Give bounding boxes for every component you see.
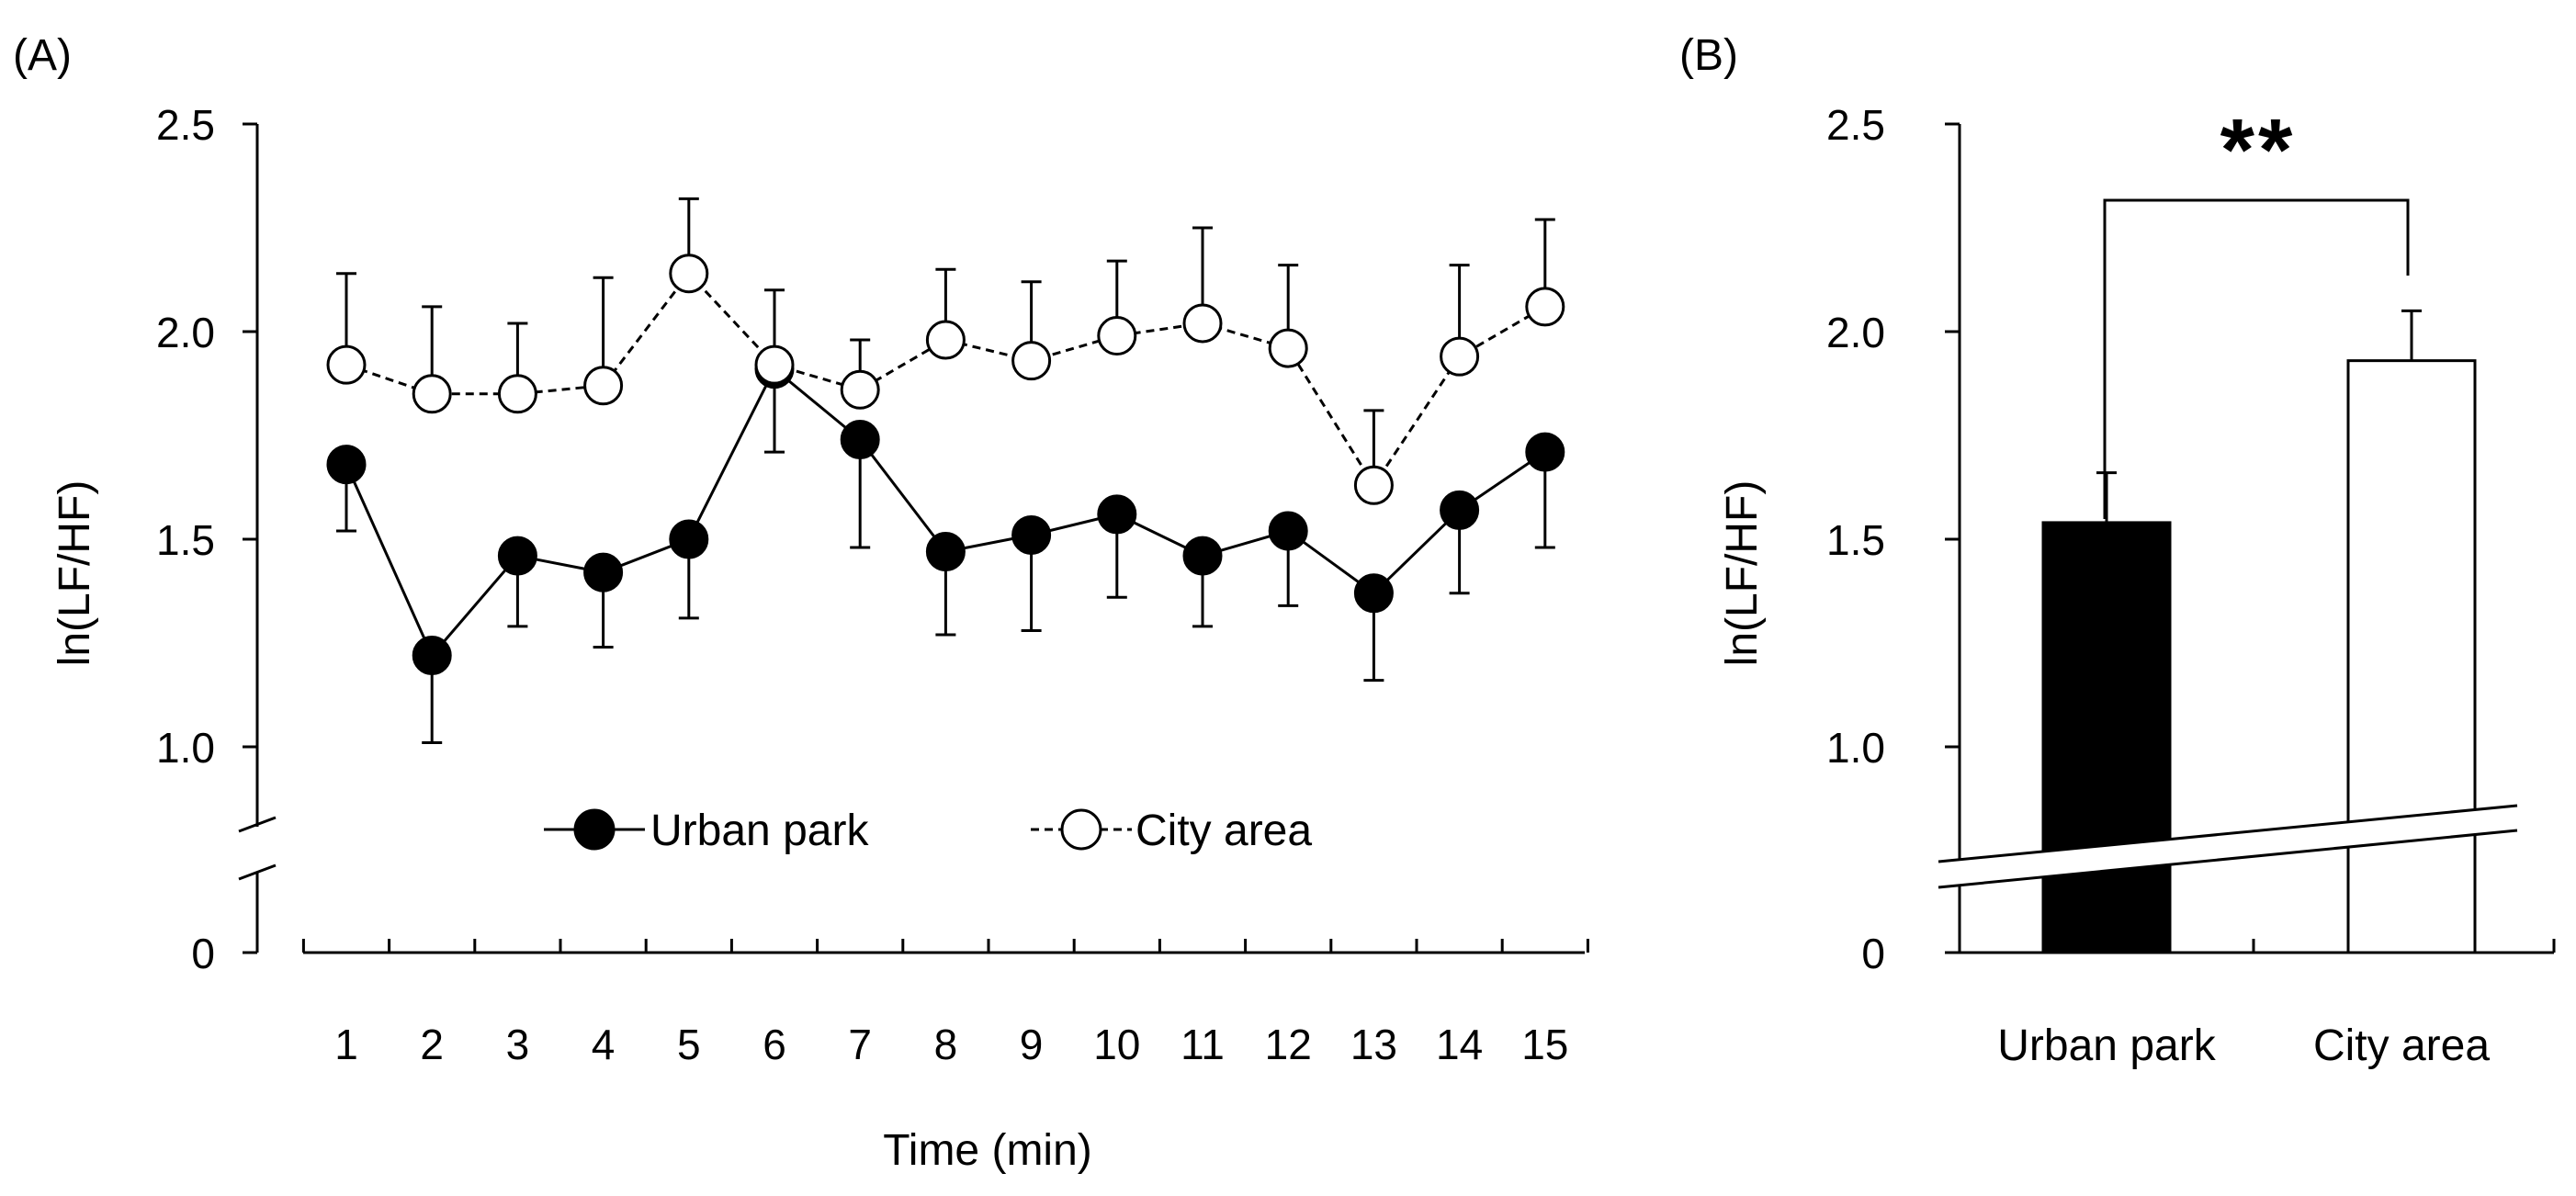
city-area-point — [1440, 336, 1480, 377]
significance-marker: ** — [2220, 101, 2297, 199]
urban-park-point — [925, 532, 966, 572]
panel-a-x-tick-label: 12 — [1265, 1021, 1312, 1068]
panel-a-y-tick-label: 2.0 — [156, 309, 215, 356]
city-area-point — [583, 366, 624, 406]
city-area-point — [1097, 316, 1137, 356]
urban-park-point — [1182, 536, 1223, 576]
city-area-point — [1011, 341, 1052, 381]
panel-a-axis-break-mark-2 — [238, 863, 277, 881]
panel-a: (A) ln(LF/HF) Time (min) 2.5 2.0 1.5 1.0… — [13, 31, 1589, 1175]
panel-a-x-tick-label: 7 — [848, 1021, 872, 1068]
panel-a-x-tick-label: 9 — [1020, 1021, 1044, 1068]
panel-a-x-tick-label: 5 — [677, 1021, 701, 1068]
panel-a-x-tick-label: 15 — [1521, 1021, 1568, 1068]
panel-a-ylabel: ln(LF/HF) — [51, 480, 99, 667]
panel-b-axis-break-gap — [1938, 806, 2517, 887]
panel-a-y-tick-label: 2.5 — [156, 101, 215, 149]
panel-b-axis-break-line-2 — [1938, 829, 2518, 889]
panel-a-x-tick-label: 3 — [506, 1021, 530, 1068]
urban-park-point — [1525, 432, 1565, 472]
legend-city-area-marker — [1060, 808, 1102, 851]
bar-urban-park — [2041, 521, 2172, 954]
panel-a-x-tick-label: 6 — [763, 1021, 786, 1068]
panel-a-y-tick-label: 0 — [191, 930, 215, 977]
city-area-point — [497, 374, 537, 414]
panel-a-x-tick-label: 4 — [592, 1021, 616, 1068]
panel-b-bars — [2041, 309, 2477, 954]
panel-b-y-tick-label: 2.5 — [1826, 101, 1885, 149]
legend-city-area-label: City area — [1135, 807, 1312, 855]
panel-a-x-tick-label: 10 — [1093, 1021, 1140, 1068]
urban-park-point — [583, 552, 624, 592]
panel-b-y-tick-label: 1.0 — [1826, 724, 1885, 772]
urban-park-point — [1011, 514, 1052, 555]
panel-a-label: (A) — [13, 31, 72, 80]
panel-b-y-tick-label: 1.5 — [1826, 516, 1885, 564]
urban-park-point — [1353, 573, 1394, 614]
panel-a-xlabel: Time (min) — [883, 1126, 1092, 1175]
panel-b-category-label: City area — [2313, 1021, 2490, 1070]
panel-a-axis-break-mark-1 — [238, 816, 277, 833]
city-area-point — [1268, 328, 1308, 368]
city-area-point — [925, 320, 966, 360]
series-city-area-points — [326, 254, 1565, 505]
urban-park-point — [326, 445, 367, 485]
bar-city-area — [2346, 359, 2477, 954]
significance-bracket — [2103, 198, 2410, 519]
urban-park-point — [412, 636, 452, 676]
urban-park-point — [497, 536, 537, 576]
city-area-point — [754, 344, 795, 385]
panel-b-label: (B) — [1679, 31, 1738, 80]
panel-b-ylabel: ln(LF/HF) — [1718, 480, 1767, 667]
legend-urban-park-label: Urban park — [650, 807, 869, 855]
city-area-point — [412, 374, 452, 414]
panel-b-category-label: Urban park — [1997, 1021, 2216, 1070]
urban-park-point — [1440, 490, 1480, 530]
panel-b: (B) ln(LF/HF) 2.5 2.0 1.5 1.0 0 ** Urban… — [1679, 31, 2556, 1070]
panel-a-y-tick-label: 1.5 — [156, 516, 215, 564]
city-area-point — [840, 369, 880, 410]
panel-a-x-tick-label: 14 — [1436, 1021, 1483, 1068]
urban-park-point — [1268, 511, 1308, 551]
urban-park-point — [840, 420, 880, 460]
panel-a-x-ticks: 1 2 3 4 5 6 7 8 9 10 11 12 13 14 15 — [301, 939, 1589, 1068]
urban-park-point — [669, 519, 709, 559]
panel-a-y-tick-label: 1.0 — [156, 724, 215, 772]
panel-a-x-tick-label: 8 — [934, 1021, 958, 1068]
urban-park-point — [1097, 494, 1137, 535]
panel-a-x-tick-label: 11 — [1181, 1021, 1225, 1068]
panel-b-axis-break-line-1 — [1938, 804, 2518, 863]
city-area-point — [1525, 287, 1565, 327]
legend: Urban park City area — [544, 807, 1312, 855]
panel-a-x-tick-label: 2 — [420, 1021, 444, 1068]
panel-a-x-tick-label: 13 — [1350, 1021, 1397, 1068]
panel-a-x-tick-label: 1 — [334, 1021, 358, 1068]
city-area-point — [1182, 303, 1223, 344]
city-area-point — [669, 254, 709, 294]
city-area-point — [326, 344, 367, 385]
panel-b-y-tick-label: 2.0 — [1826, 309, 1885, 356]
panel-b-y-tick-label: 0 — [1861, 930, 1885, 977]
city-area-point — [1353, 465, 1394, 505]
legend-urban-park-marker — [573, 808, 616, 851]
